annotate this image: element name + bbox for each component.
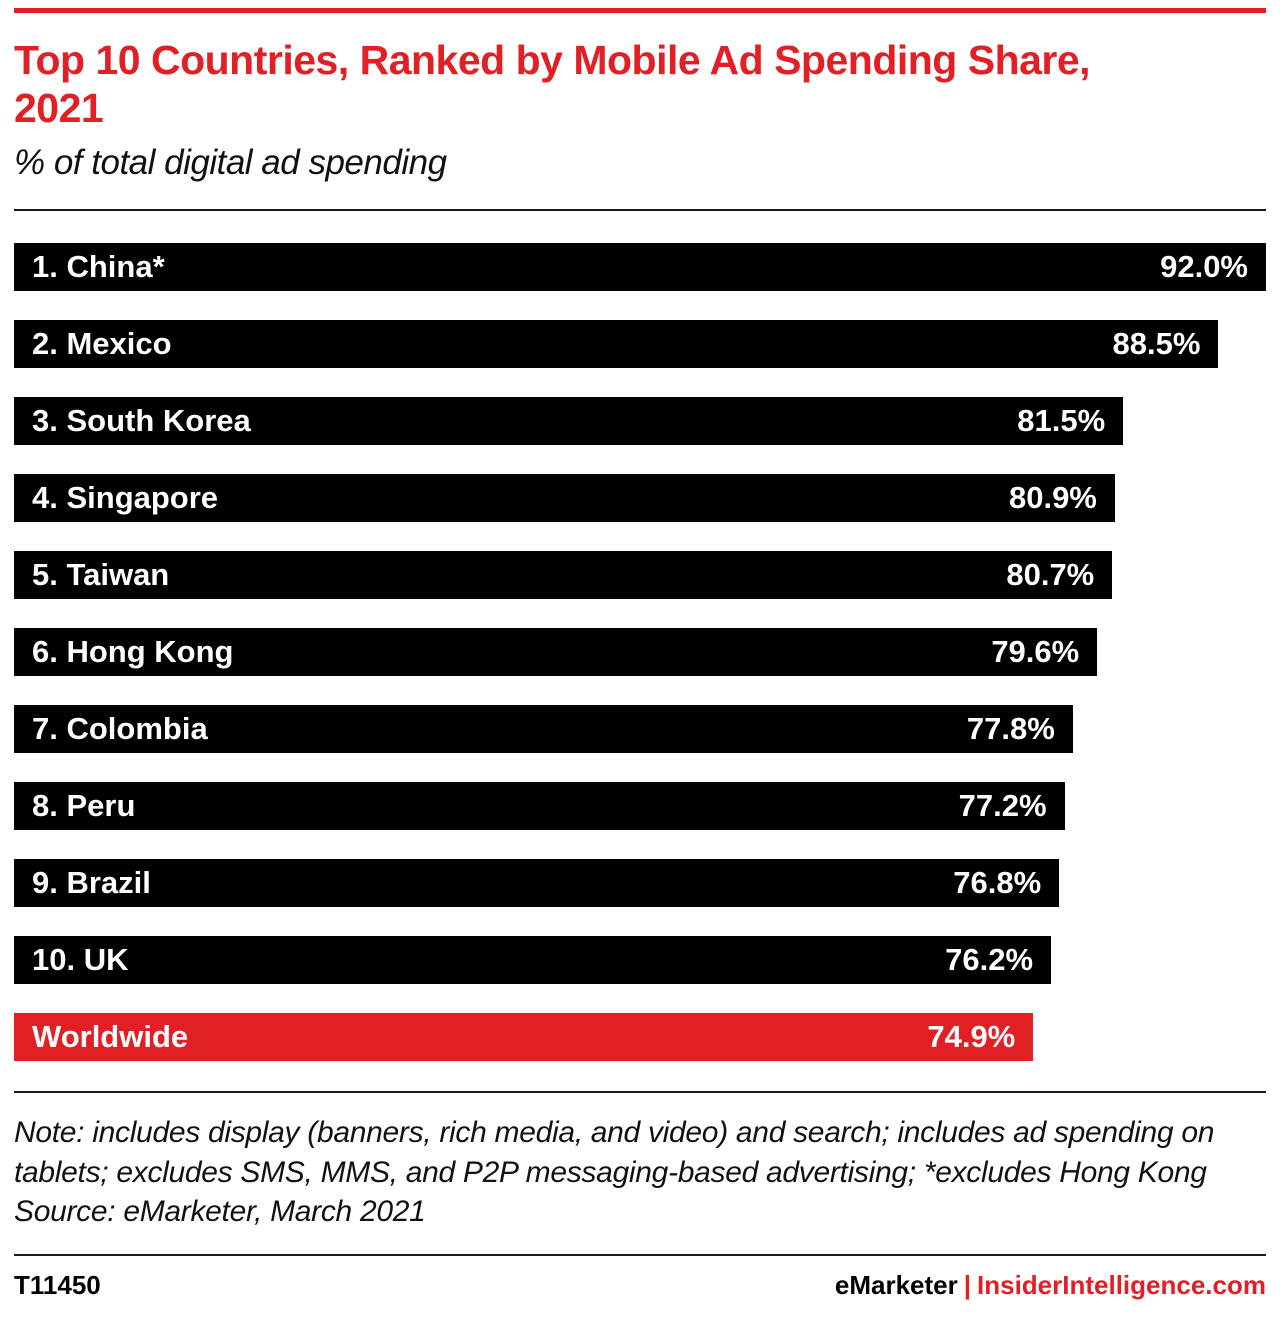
chart-footer: T11450 eMarketer | InsiderIntelligence.com <box>14 1256 1266 1301</box>
notes-divider <box>14 1090 1266 1093</box>
source-text: Source: eMarketer, March 2021 <box>14 1195 426 1229</box>
header-divider <box>14 208 1266 211</box>
bar-category-label: Worldwide <box>32 1018 189 1054</box>
bar-value-label: 81.5% <box>1017 402 1106 438</box>
brand-insiderintelligence: InsiderIntelligence.com <box>977 1269 1266 1300</box>
bar-category-label: 2. Mexico <box>32 325 172 361</box>
chart-title: Top 10 Countries, Ranked by Mobile Ad Sp… <box>14 37 1091 131</box>
bar-row: 6. Hong Kong 79.6% <box>14 627 1098 676</box>
chart-id: T11450 <box>14 1269 101 1300</box>
bar-value-label: 79.6% <box>991 633 1080 669</box>
bar-value-label: 80.7% <box>1006 556 1095 592</box>
bar-value-label: 76.8% <box>953 864 1042 900</box>
bar-category-label: 6. Hong Kong <box>32 633 234 669</box>
bar-row: 4. Singapore 80.9% <box>14 473 1115 522</box>
bar-value-label: 77.2% <box>958 787 1047 823</box>
bar-row: 8. Peru 77.2% <box>14 781 1065 830</box>
bar-row: 5. Taiwan 80.7% <box>14 550 1113 599</box>
bar-category-label: 8. Peru <box>32 787 136 823</box>
bar-row: 9. Brazil 76.8% <box>14 858 1060 907</box>
bar-row: 1. China* 92.0% <box>14 242 1266 291</box>
brand-separator: | <box>963 1269 972 1300</box>
note-text: Note: includes display (banners, rich me… <box>14 1115 1215 1189</box>
bar-category-label: 10. UK <box>32 941 129 977</box>
bar-category-label: 3. South Korea <box>32 402 251 438</box>
footer-divider <box>14 1253 1266 1256</box>
brand-lockup: eMarketer | InsiderIntelligence.com <box>835 1270 1266 1301</box>
bar-value-label: 76.2% <box>945 941 1034 977</box>
bar-row: Worldwide 74.9% <box>14 1012 1034 1061</box>
bar-category-label: 5. Taiwan <box>32 556 170 592</box>
bar-category-label: 7. Colombia <box>32 710 208 746</box>
top-red-rule <box>14 8 1266 13</box>
bar-value-label: 92.0% <box>1160 248 1248 284</box>
brand-emarketer: eMarketer <box>834 1269 958 1300</box>
bar-category-label: 1. China* <box>32 248 165 284</box>
bar-value-label: 77.8% <box>966 710 1055 746</box>
bar-row: 2. Mexico 88.5% <box>14 319 1219 368</box>
chart-notes: Note: includes display (banners, rich me… <box>14 1113 1266 1232</box>
bar-category-label: 4. Singapore <box>32 479 219 515</box>
bar-row: 3. South Korea 81.5% <box>14 396 1124 445</box>
chart-subtitle: % of total digital ad spending <box>14 142 447 182</box>
bar-value-label: 74.9% <box>927 1018 1016 1054</box>
bar-row: 10. UK 76.2% <box>14 935 1052 984</box>
bar-category-label: 9. Brazil <box>32 864 151 900</box>
bar-value-label: 80.9% <box>1008 479 1097 515</box>
bar-chart: 1. China* 92.0% 2. Mexico 88.5% 3. South Kor… <box>14 242 1266 1061</box>
bar-row: 7. Colombia 77.8% <box>14 704 1073 753</box>
bar-value-label: 88.5% <box>1112 325 1201 361</box>
